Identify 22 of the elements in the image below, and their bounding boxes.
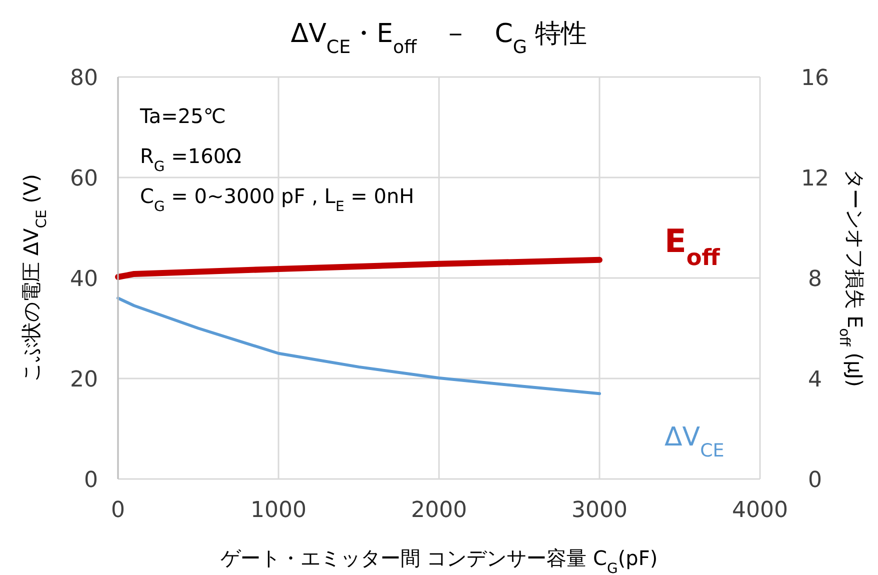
annotation: R$_{G}$ =160Ω <box>140 144 242 175</box>
y2-tick-label: 0 <box>808 468 822 493</box>
y-tick-label: 40 <box>70 267 98 292</box>
annotation: Ta=25℃ <box>139 104 226 128</box>
x-tick-label: 0 <box>111 498 125 523</box>
x-axis-title: ゲート・エミッター間 コンデンサー容量 C$_{G}$(pF) <box>220 546 658 575</box>
y2-tick-label: 8 <box>808 267 822 292</box>
text: E$_{off}$ <box>664 222 721 271</box>
y-tick-label: 0 <box>84 468 98 493</box>
y2-tick-label: 16 <box>801 66 829 91</box>
x-tick-label: 4000 <box>732 498 788 523</box>
annotation: C$_{G}$ = 0~3000 pF , L$_{E}$ = 0nH <box>140 184 414 215</box>
y-tick-label: 80 <box>70 66 98 91</box>
y2-tick-label: 4 <box>808 368 822 392</box>
x-tick-label: 1000 <box>250 498 306 523</box>
y2-tick-label: 12 <box>801 166 829 192</box>
chart-title: ΔV$_{CE}$・E$_{off}$ － C$_{G}$ 特性 <box>290 19 588 58</box>
y-tick-label: 60 <box>70 166 98 192</box>
x-tick-label: 2000 <box>411 498 467 523</box>
y-tick-label: 20 <box>70 368 98 392</box>
x-tick-label: 3000 <box>572 498 628 523</box>
text: ΔV$_{CE}$ <box>664 422 724 462</box>
